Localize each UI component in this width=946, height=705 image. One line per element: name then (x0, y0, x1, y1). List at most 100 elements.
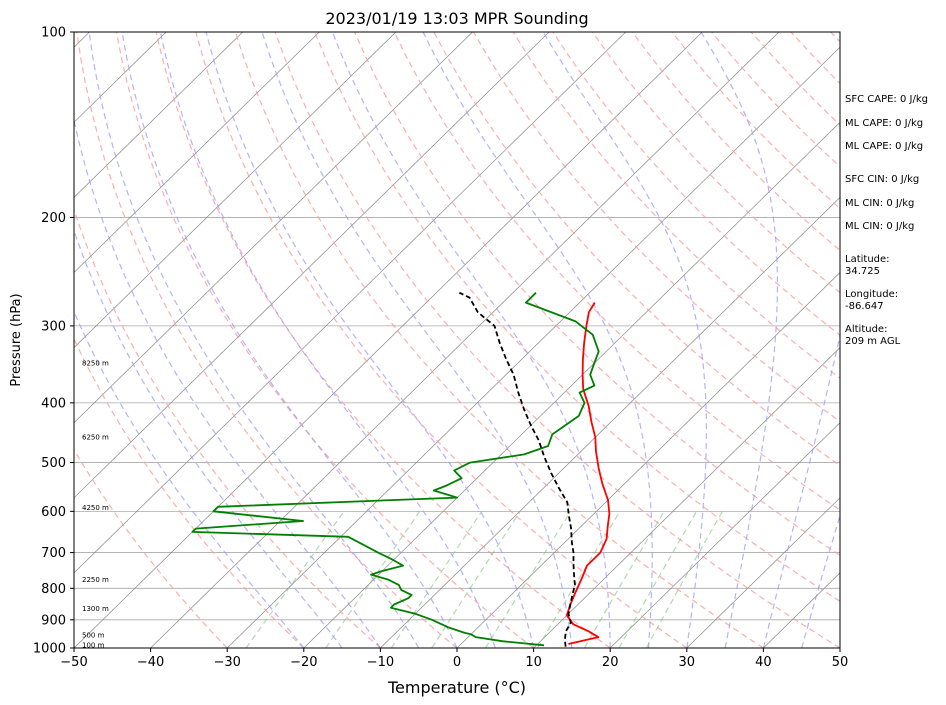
moist-adiabat-line (700, 32, 778, 648)
dry-adiabat-line (274, 32, 840, 648)
moist-adiabat-line (762, 332, 840, 648)
mixing-ratio-line (484, 510, 572, 648)
sfc-cape-text: SFC CAPE: 0 J/kg (845, 94, 928, 105)
latitude-text: Latitude: 34.725 (845, 254, 890, 277)
mixing-ratio-line (583, 510, 665, 648)
dry-adiabat-line (353, 32, 840, 557)
x-tick-label: −40 (137, 655, 164, 670)
moist-adiabat-line (74, 117, 381, 648)
plot-frame (73, 31, 841, 649)
ml-cin-text: ML CIN: 0 J/kg (845, 198, 915, 209)
mixing-ratio-line (245, 510, 345, 648)
isotherm-line (686, 497, 840, 648)
x-tick-label: 20 (602, 655, 619, 670)
isotherm-line (226, 46, 840, 648)
chart-title: 2023/01/19 13:03 MPR Sounding (325, 9, 588, 28)
isotherm-line (74, 32, 550, 499)
ml-cin-text-2: ML CIN: 0 J/kg (845, 221, 915, 232)
sfc-cin-text: SFC CIN: 0 J/kg (845, 174, 920, 185)
dry-adiabat-line (195, 32, 688, 648)
moist-adiabat-line (121, 32, 458, 648)
moist-adiabat-line (331, 32, 611, 648)
series-layer (191, 291, 611, 647)
x-tick-label: 30 (679, 655, 696, 670)
mixing-ratio-line (431, 510, 521, 648)
isotherm-line (609, 422, 840, 648)
y-axis-label: Pressure (hPa) (9, 293, 24, 386)
mixing-ratio-line (618, 510, 698, 648)
isotherm-line (74, 32, 703, 648)
dry-adiabat-line (234, 32, 764, 648)
x-tick-label: 40 (755, 655, 772, 670)
moist-adiabat-line (205, 32, 535, 648)
dry-adiabat-line (74, 448, 228, 648)
isotherm-line (74, 32, 243, 198)
ml-cape-text-2: ML CAPE: 0 J/kg (845, 141, 924, 152)
isotherm-line (150, 32, 780, 648)
dry-adiabat-line (472, 32, 840, 423)
mixing-ratio-line (390, 510, 483, 648)
mixing-ratio-line (645, 511, 723, 648)
x-tick-label: −20 (290, 655, 317, 670)
isotherm-line (74, 32, 473, 424)
altitude-text: Altitude: 209 m AGL (845, 324, 901, 347)
dry-adiabat-line (76, 32, 458, 648)
isotherm-line (74, 32, 397, 349)
ml-cape-text: ML CAPE: 0 J/kg (845, 118, 924, 129)
longitude-text: Longitude: -86.647 (845, 289, 899, 312)
isotherm-line (303, 121, 840, 648)
y-tick-label: 800 (41, 582, 66, 597)
y-axis: 100 200 300 400 500 600 700 800 900 1000 (33, 26, 74, 657)
dry-adiabat-line (592, 32, 840, 294)
x-axis: −50 −40 −30 −20 −10 0 10 20 30 40 50 (60, 648, 848, 670)
dry-adiabat-line (74, 207, 381, 648)
x-tick-label: −30 (213, 655, 240, 670)
mixing-ratio-line (325, 510, 421, 648)
height-label: 6250 m (82, 433, 109, 441)
height-label: 2250 m (82, 576, 109, 584)
parcel-profile-line (459, 291, 576, 647)
grid-lines (74, 32, 840, 648)
isotherm-line (380, 196, 840, 648)
dry-adiabat-line (155, 32, 611, 648)
x-tick-label: 50 (832, 655, 849, 670)
dry-adiabat-line (74, 337, 305, 648)
isotherm-line (533, 347, 840, 648)
dry-adiabat-line (433, 32, 840, 467)
moist-adiabat-line (74, 228, 343, 648)
dry-adiabat-line (115, 32, 534, 648)
x-tick-label: 10 (525, 655, 542, 670)
y-tick-label: 300 (41, 319, 66, 334)
height-label: 8250 m (82, 359, 109, 367)
isotherm-line (74, 32, 320, 273)
y-tick-label: 200 (41, 211, 66, 226)
moist-adiabat-line (542, 32, 707, 648)
y-tick-label: 400 (41, 396, 66, 411)
dry-adiabat-line (512, 32, 840, 379)
isotherm-line (74, 32, 167, 123)
moist-adiabat-line (88, 32, 420, 648)
x-axis-label: Temperature (°C) (387, 678, 526, 697)
height-label: 1300 m (82, 605, 109, 613)
x-tick-label: −50 (60, 655, 87, 670)
dry-adiabat-line (552, 32, 840, 336)
dry-adiabat-line (393, 32, 840, 511)
height-label: 4250 m (82, 504, 109, 512)
height-label: 500 m (82, 632, 105, 640)
y-tick-label: 500 (41, 456, 66, 471)
mixing-ratio-line (536, 510, 621, 648)
isotherm-line (74, 32, 626, 574)
moist-adiabat-line (801, 513, 840, 648)
moist-adiabat-line (261, 32, 573, 648)
isotherm-line (456, 272, 840, 648)
moist-adiabat-line (74, 310, 305, 648)
dewpoint-profile-line (191, 292, 600, 647)
y-tick-label: 100 (41, 26, 66, 41)
moist-adiabat-line (422, 32, 653, 648)
y-tick-label: 1000 (33, 642, 66, 657)
x-tick-label: −10 (367, 655, 394, 670)
moist-adiabat-line (159, 32, 496, 648)
x-tick-label: 0 (453, 655, 461, 670)
